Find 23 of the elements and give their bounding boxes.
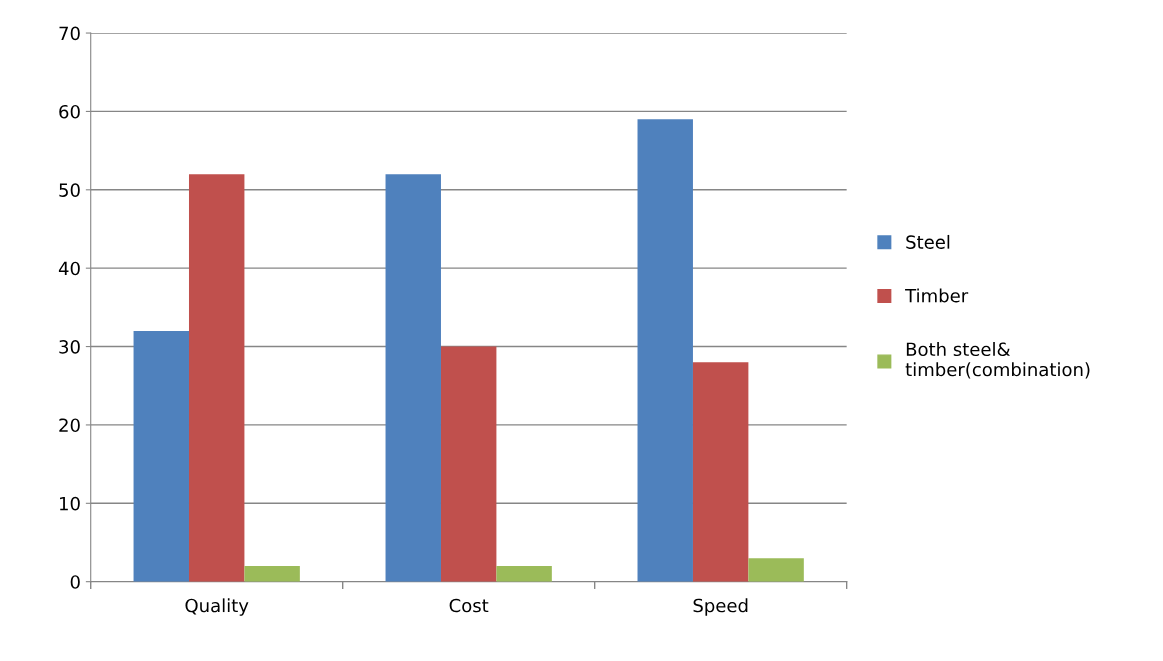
y-tick-label: 70 [59, 26, 80, 41]
y-tick-label: 0 [70, 575, 80, 589]
bar [244, 566, 300, 582]
bar [748, 558, 804, 582]
y-tick-label: 20 [59, 418, 80, 433]
legend-label: Timber [905, 288, 969, 303]
bar [385, 174, 441, 582]
x-tick-label: Cost [449, 598, 489, 613]
bar [188, 174, 245, 582]
y-tick-label: 50 [59, 183, 80, 197]
legend-label: Steel [906, 234, 950, 249]
legend-label: Both steel& timber(combination) [905, 342, 1090, 379]
bar [440, 346, 497, 582]
y-tick-label: 60 [59, 104, 80, 119]
x-tick-label: Speed [693, 598, 748, 616]
x-tick-label: Quality [185, 598, 249, 616]
y-tick-label: 10 [60, 496, 80, 511]
bar [133, 330, 189, 582]
bar [496, 566, 552, 582]
y-tick-label: 40 [58, 261, 80, 276]
y-tick-label: 30 [59, 340, 80, 354]
bar [692, 362, 749, 582]
bar [637, 119, 693, 582]
